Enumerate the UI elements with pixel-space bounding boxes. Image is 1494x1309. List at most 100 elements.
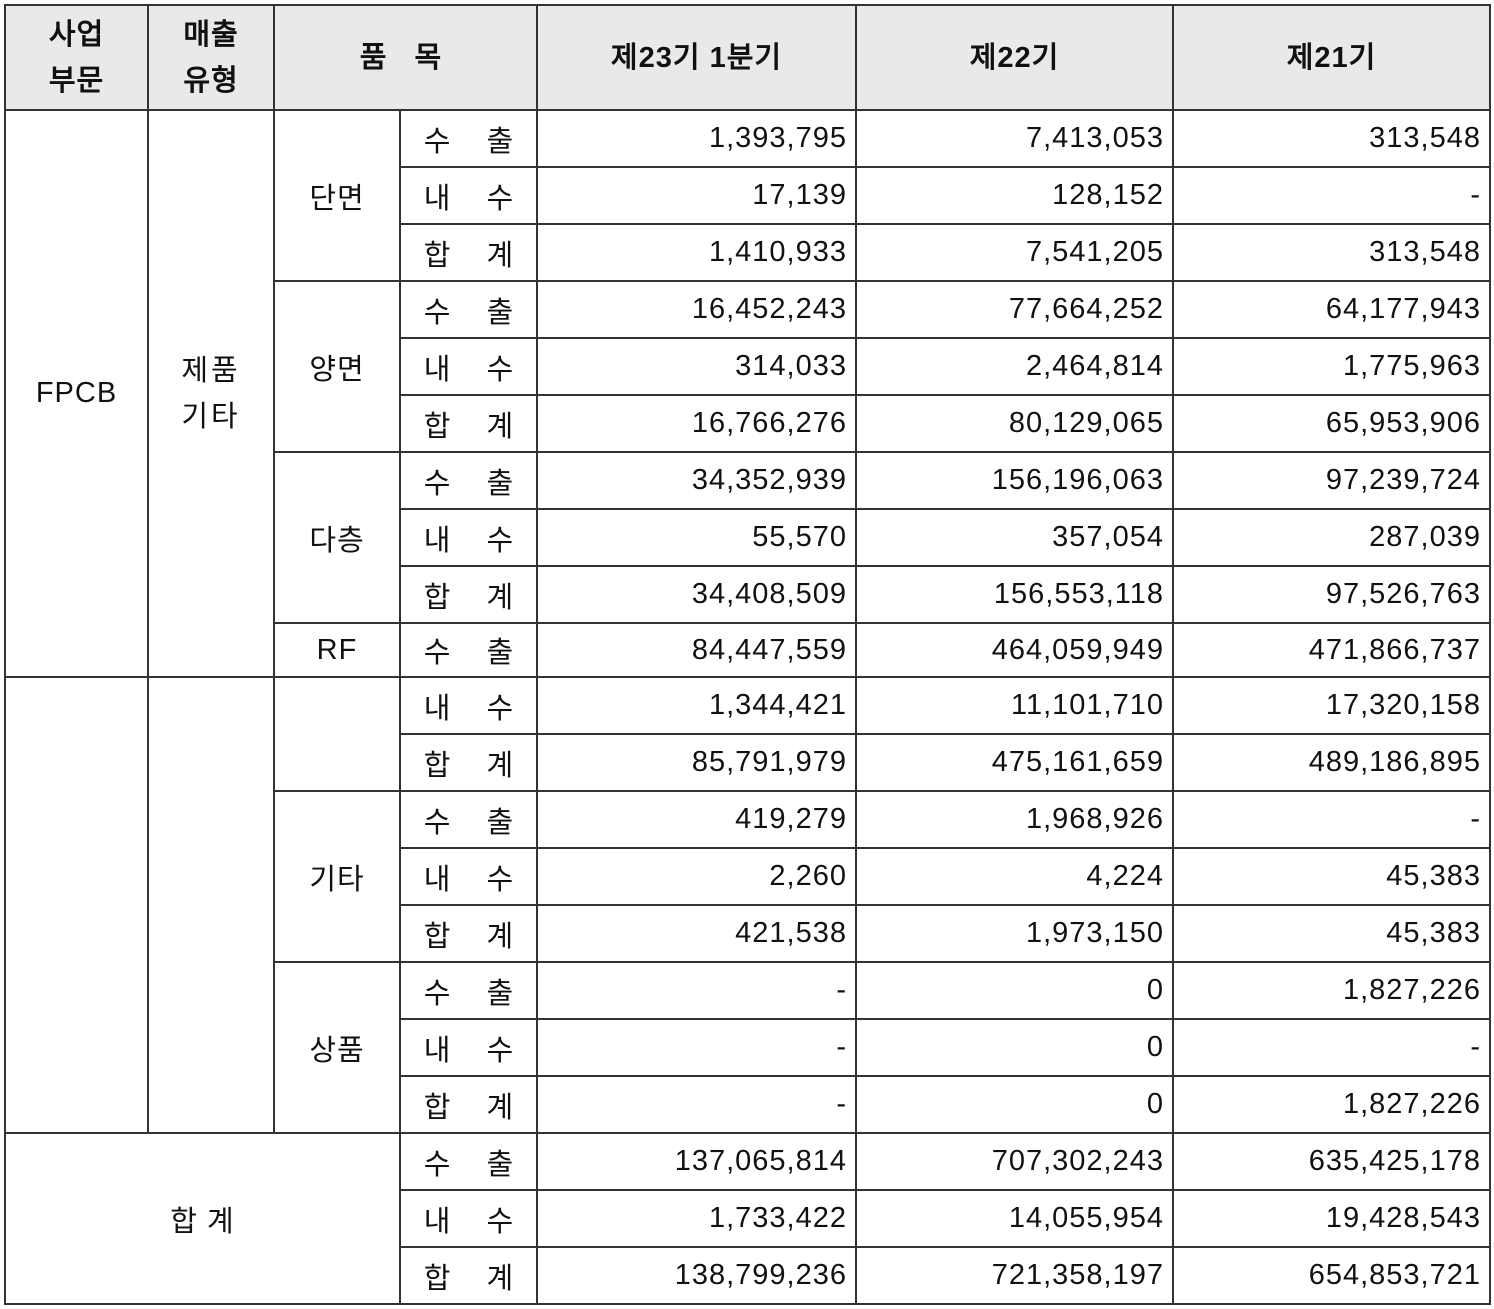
value-cell: 16,766,276	[536, 394, 857, 453]
header-sales-type: 매출 유형	[147, 4, 275, 111]
value-cell: 635,425,178	[1172, 1132, 1491, 1191]
header-segment: 사업 부문	[4, 4, 149, 111]
table-row: 합 계 421,538 1,973,150 45,383	[5, 904, 1491, 963]
kind-cell: 합 계	[399, 565, 538, 624]
kind-cell: 내 수	[399, 847, 538, 906]
sales-type-cell: 제품 기타	[147, 109, 275, 678]
item-group-cell: RF	[273, 622, 401, 678]
table-row: 합 계 16,766,276 80,129,065 65,953,906	[5, 394, 1491, 453]
value-cell: 1,344,421	[536, 676, 857, 735]
item-group-cell	[273, 676, 401, 792]
table-row: 내 수 314,033 2,464,814 1,775,963	[5, 337, 1491, 396]
header-item: 품 목	[273, 4, 538, 111]
value-cell: 156,196,063	[855, 451, 1174, 510]
value-cell: 64,177,943	[1172, 280, 1491, 339]
kind-cell: 내 수	[399, 1018, 538, 1077]
item-group-cell: 양면	[273, 280, 401, 453]
value-cell: 419,279	[536, 790, 857, 849]
table-row: 내 수 2,260 4,224 45,383	[5, 847, 1491, 906]
value-cell: 313,548	[1172, 223, 1491, 282]
table-row: 합 계 138,799,236 721,358,197 654,853,721	[5, 1246, 1491, 1305]
table-row: 합 계 -0 1,827,226	[5, 1075, 1491, 1134]
value-cell: 357,054	[855, 508, 1174, 567]
value-cell: 1,968,926	[855, 790, 1174, 849]
value-cell: 97,526,763	[1172, 565, 1491, 624]
kind-cell: 내 수	[399, 676, 538, 735]
value-cell: -	[1172, 1018, 1491, 1077]
value-cell: 1,827,226	[1172, 1075, 1491, 1134]
value-cell: 128,152	[855, 166, 1174, 225]
header-row: 사업 부문 매출 유형 품 목 제23기 1분기 제22기 제21기	[4, 4, 1491, 111]
value-cell: 16,452,243	[536, 280, 857, 339]
value-cell: 707,302,243	[855, 1132, 1174, 1191]
value-cell: 34,408,509	[536, 565, 857, 624]
value-cell: 34,352,939	[536, 451, 857, 510]
value-cell: 2,260	[536, 847, 857, 906]
value-cell: 721,358,197	[855, 1246, 1174, 1305]
value-cell: 156,553,118	[855, 565, 1174, 624]
kind-cell: 수 출	[399, 109, 538, 168]
table-row: 합 계 85,791,979 475,161,659 489,186,895	[5, 733, 1491, 792]
value-cell: 421,538	[536, 904, 857, 963]
sales-table-page1: 사업 부문 매출 유형 품 목 제23기 1분기 제22기 제21기 FPCB 제…	[4, 4, 1491, 678]
kind-cell: 수 출	[399, 451, 538, 510]
value-cell: 1,775,963	[1172, 337, 1491, 396]
value-cell: 85,791,979	[536, 733, 857, 792]
kind-cell: 합 계	[399, 733, 538, 792]
kind-cell: 합 계	[399, 1075, 538, 1134]
item-group-cell: 단면	[273, 109, 401, 282]
sales-table-page2: 내 수 1,344,421 11,101,710 17,320,158 합 계 85,79…	[4, 676, 1491, 1305]
table-row: 합 계 34,408,509 156,553,118 97,526,763	[5, 565, 1491, 624]
table-row: 내 수 1,733,422 14,055,954 19,428,543	[5, 1189, 1491, 1248]
kind-cell: 합 계	[399, 394, 538, 453]
value-cell: 138,799,236	[536, 1246, 857, 1305]
value-cell: 1,827,226	[1172, 961, 1491, 1020]
kind-cell: 수 출	[399, 790, 538, 849]
kind-cell: 합 계	[399, 904, 538, 963]
value-cell: 7,413,053	[855, 109, 1174, 168]
kind-cell: 합 계	[399, 223, 538, 282]
table-row: 합 계 1,410,933 7,541,205 313,548	[5, 223, 1491, 282]
kind-cell: 내 수	[399, 337, 538, 396]
table-row: 다층 수 출 34,352,939 156,196,063 97,239,724	[5, 451, 1491, 624]
value-cell: 471,866,737	[1172, 622, 1491, 678]
header-period-23q1: 제23기 1분기	[536, 4, 857, 111]
kind-cell: 내 수	[399, 1189, 538, 1248]
header-period-21: 제21기	[1172, 4, 1491, 111]
value-cell: 45,383	[1172, 904, 1491, 963]
value-cell: 0	[855, 961, 1174, 1020]
value-cell: 97,239,724	[1172, 451, 1491, 510]
value-cell: 17,320,158	[1172, 676, 1491, 735]
table-row: 내 수-0-	[5, 1018, 1491, 1077]
value-cell: -	[536, 1018, 857, 1077]
value-cell: 314,033	[536, 337, 857, 396]
value-cell: 137,065,814	[536, 1132, 857, 1191]
value-cell: 65,953,906	[1172, 394, 1491, 453]
table-row: 내 수 1,344,421 11,101,710 17,320,158	[4, 676, 1491, 1134]
value-cell: 287,039	[1172, 508, 1491, 567]
value-cell: 14,055,954	[855, 1189, 1174, 1248]
value-cell: -	[536, 961, 857, 1020]
value-cell: 55,570	[536, 508, 857, 567]
value-cell: -	[1172, 790, 1491, 849]
value-cell: 7,541,205	[855, 223, 1174, 282]
table-row: 양면 수 출 16,452,243 77,664,252 64,177,943	[5, 280, 1491, 453]
value-cell: 1,733,422	[536, 1189, 857, 1248]
kind-cell: 내 수	[399, 166, 538, 225]
kind-cell: 내 수	[399, 508, 538, 567]
value-cell: -	[1172, 166, 1491, 225]
table-row: FPCB 제품 기타 단면 수 출 1,393,795 7,413,053 313,548	[4, 109, 1491, 678]
total-label-cell: 합 계	[4, 1132, 401, 1305]
table-row: 상품 수 출 -0 1,827,226	[5, 961, 1491, 1134]
value-cell: 654,853,721	[1172, 1246, 1491, 1305]
item-group-cell: 기타	[273, 790, 401, 963]
item-group-cell: 다층	[273, 451, 401, 624]
kind-cell: 수 출	[399, 1132, 538, 1191]
value-cell: 11,101,710	[855, 676, 1174, 735]
value-cell: 1,393,795	[536, 109, 857, 168]
value-cell: 475,161,659	[855, 733, 1174, 792]
value-cell: 45,383	[1172, 847, 1491, 906]
table-row: 내 수 55,570 357,054 287,039	[5, 508, 1491, 567]
table-row: RF 수 출 84,447,559 464,059,949 471,866,737	[5, 622, 1491, 678]
